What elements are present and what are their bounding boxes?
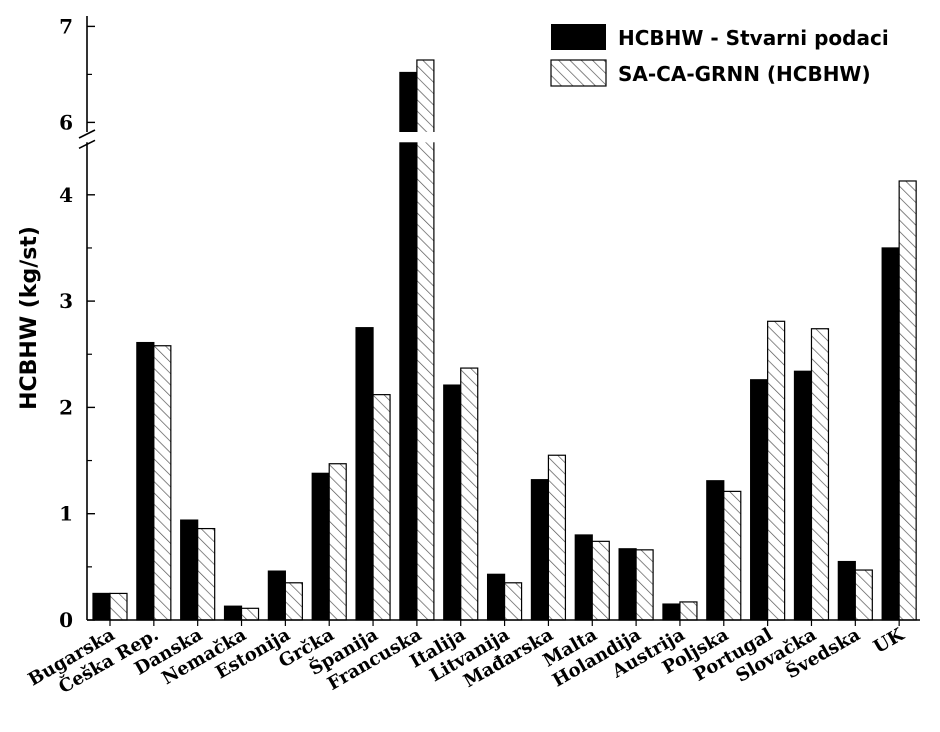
bar-actual-15 xyxy=(750,379,769,621)
bar-model-9 xyxy=(503,582,523,621)
bar-actual-3 xyxy=(223,605,243,621)
bar-actual-2 xyxy=(180,519,199,621)
legend-swatch-actual xyxy=(551,24,606,50)
bar-model-4 xyxy=(284,582,303,621)
bar-model-12 xyxy=(635,549,654,621)
bar-model-17 xyxy=(854,569,873,621)
y-tick-label-1: 1 xyxy=(59,502,73,526)
bar-model-2 xyxy=(197,527,216,621)
bar-actual-13 xyxy=(662,603,681,621)
bar-model-1 xyxy=(153,345,172,621)
bar-actual-5 xyxy=(311,472,330,621)
y-tick-labels: 0 1 2 3 4 6 7 xyxy=(59,14,73,632)
bar-actual-1 xyxy=(136,341,155,621)
bar-model-15 xyxy=(767,320,786,621)
y-tick-label-6: 6 xyxy=(59,110,73,134)
y-axis-title: HCBHW (kg/st) xyxy=(17,226,42,410)
bar-actual-18 xyxy=(881,247,900,621)
bar-actual-7 xyxy=(399,71,418,621)
bar-model-8 xyxy=(460,367,479,621)
bar-model-7 xyxy=(416,59,435,621)
bar-actual-17 xyxy=(837,560,856,621)
bars-group xyxy=(88,59,921,621)
axes-group xyxy=(78,16,920,626)
bar-model-3 xyxy=(240,607,260,621)
x-category-label-18: UK xyxy=(870,623,909,658)
bar-model-13 xyxy=(679,601,698,621)
y-tick-label-7: 7 xyxy=(59,14,73,38)
legend-label-actual: HCBHW - Stvarni podaci xyxy=(618,26,889,50)
legend-swatch-model xyxy=(550,59,607,87)
bar-actual-12 xyxy=(618,548,637,621)
bar-actual-0 xyxy=(92,592,111,621)
bar-model-10 xyxy=(547,454,567,621)
legend: HCBHW - Stvarni podaci SA-CA-GRNN (HCBHW… xyxy=(550,24,889,87)
y-tick-label-4: 4 xyxy=(59,183,73,207)
axis-break-mark-upper xyxy=(78,129,96,139)
axis-break-mark-lower xyxy=(78,139,96,149)
bar-actual-10 xyxy=(530,479,550,621)
bar-model-18 xyxy=(898,180,917,621)
bar-actual-9 xyxy=(486,573,506,621)
bar-model-14 xyxy=(723,490,742,621)
bar-model-11 xyxy=(591,540,610,621)
y-tick-label-2: 2 xyxy=(59,395,73,419)
bar-model-5 xyxy=(328,463,347,621)
legend-label-model: SA-CA-GRNN (HCBHW) xyxy=(618,62,871,86)
bar-actual-14 xyxy=(706,480,725,621)
bar-model-16 xyxy=(810,328,830,621)
y-tick-label-3: 3 xyxy=(59,289,73,313)
bar-model-6 xyxy=(372,394,391,621)
bar-actual-8 xyxy=(443,384,462,621)
y-tick-label-0: 0 xyxy=(59,608,73,632)
bar-actual-11 xyxy=(574,534,593,621)
axis-break-gap xyxy=(88,132,921,143)
bar-model-0 xyxy=(109,592,128,621)
bar-actual-16 xyxy=(793,370,813,621)
bar-actual-6 xyxy=(355,327,374,621)
bar-actual-4 xyxy=(267,570,286,621)
